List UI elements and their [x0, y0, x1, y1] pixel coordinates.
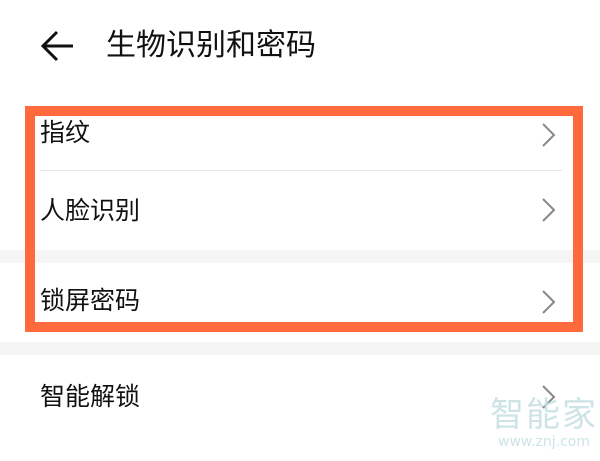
item-label: 人脸识别 — [40, 196, 141, 225]
list-item-smart-unlock[interactable]: 智能解锁 — [0, 355, 600, 445]
page-title: 生物识别和密码 — [106, 28, 316, 63]
section-gap — [0, 342, 600, 355]
chevron-right-icon — [542, 385, 556, 409]
header: 生物识别和密码 — [0, 0, 600, 95]
section-gap — [0, 250, 600, 263]
watermark: 智能家 www.znj.com — [490, 396, 598, 450]
list-item-face-recognition[interactable]: 人脸识别 — [0, 171, 600, 250]
chevron-right-icon — [542, 290, 556, 314]
item-label: 锁屏密码 — [40, 286, 141, 315]
divider — [40, 170, 562, 171]
list-item-fingerprint[interactable]: 指纹 — [0, 105, 600, 170]
watermark-text: 智能家 — [490, 395, 598, 435]
back-button[interactable] — [40, 28, 76, 64]
item-label: 指纹 — [40, 118, 91, 147]
arrow-left-icon — [40, 30, 73, 62]
list-item-lock-screen-password[interactable]: 锁屏密码 — [0, 263, 600, 342]
chevron-right-icon — [542, 198, 556, 222]
item-label: 智能解锁 — [40, 382, 141, 411]
watermark-url: www.znj.com — [498, 434, 590, 450]
chevron-right-icon — [542, 123, 556, 147]
